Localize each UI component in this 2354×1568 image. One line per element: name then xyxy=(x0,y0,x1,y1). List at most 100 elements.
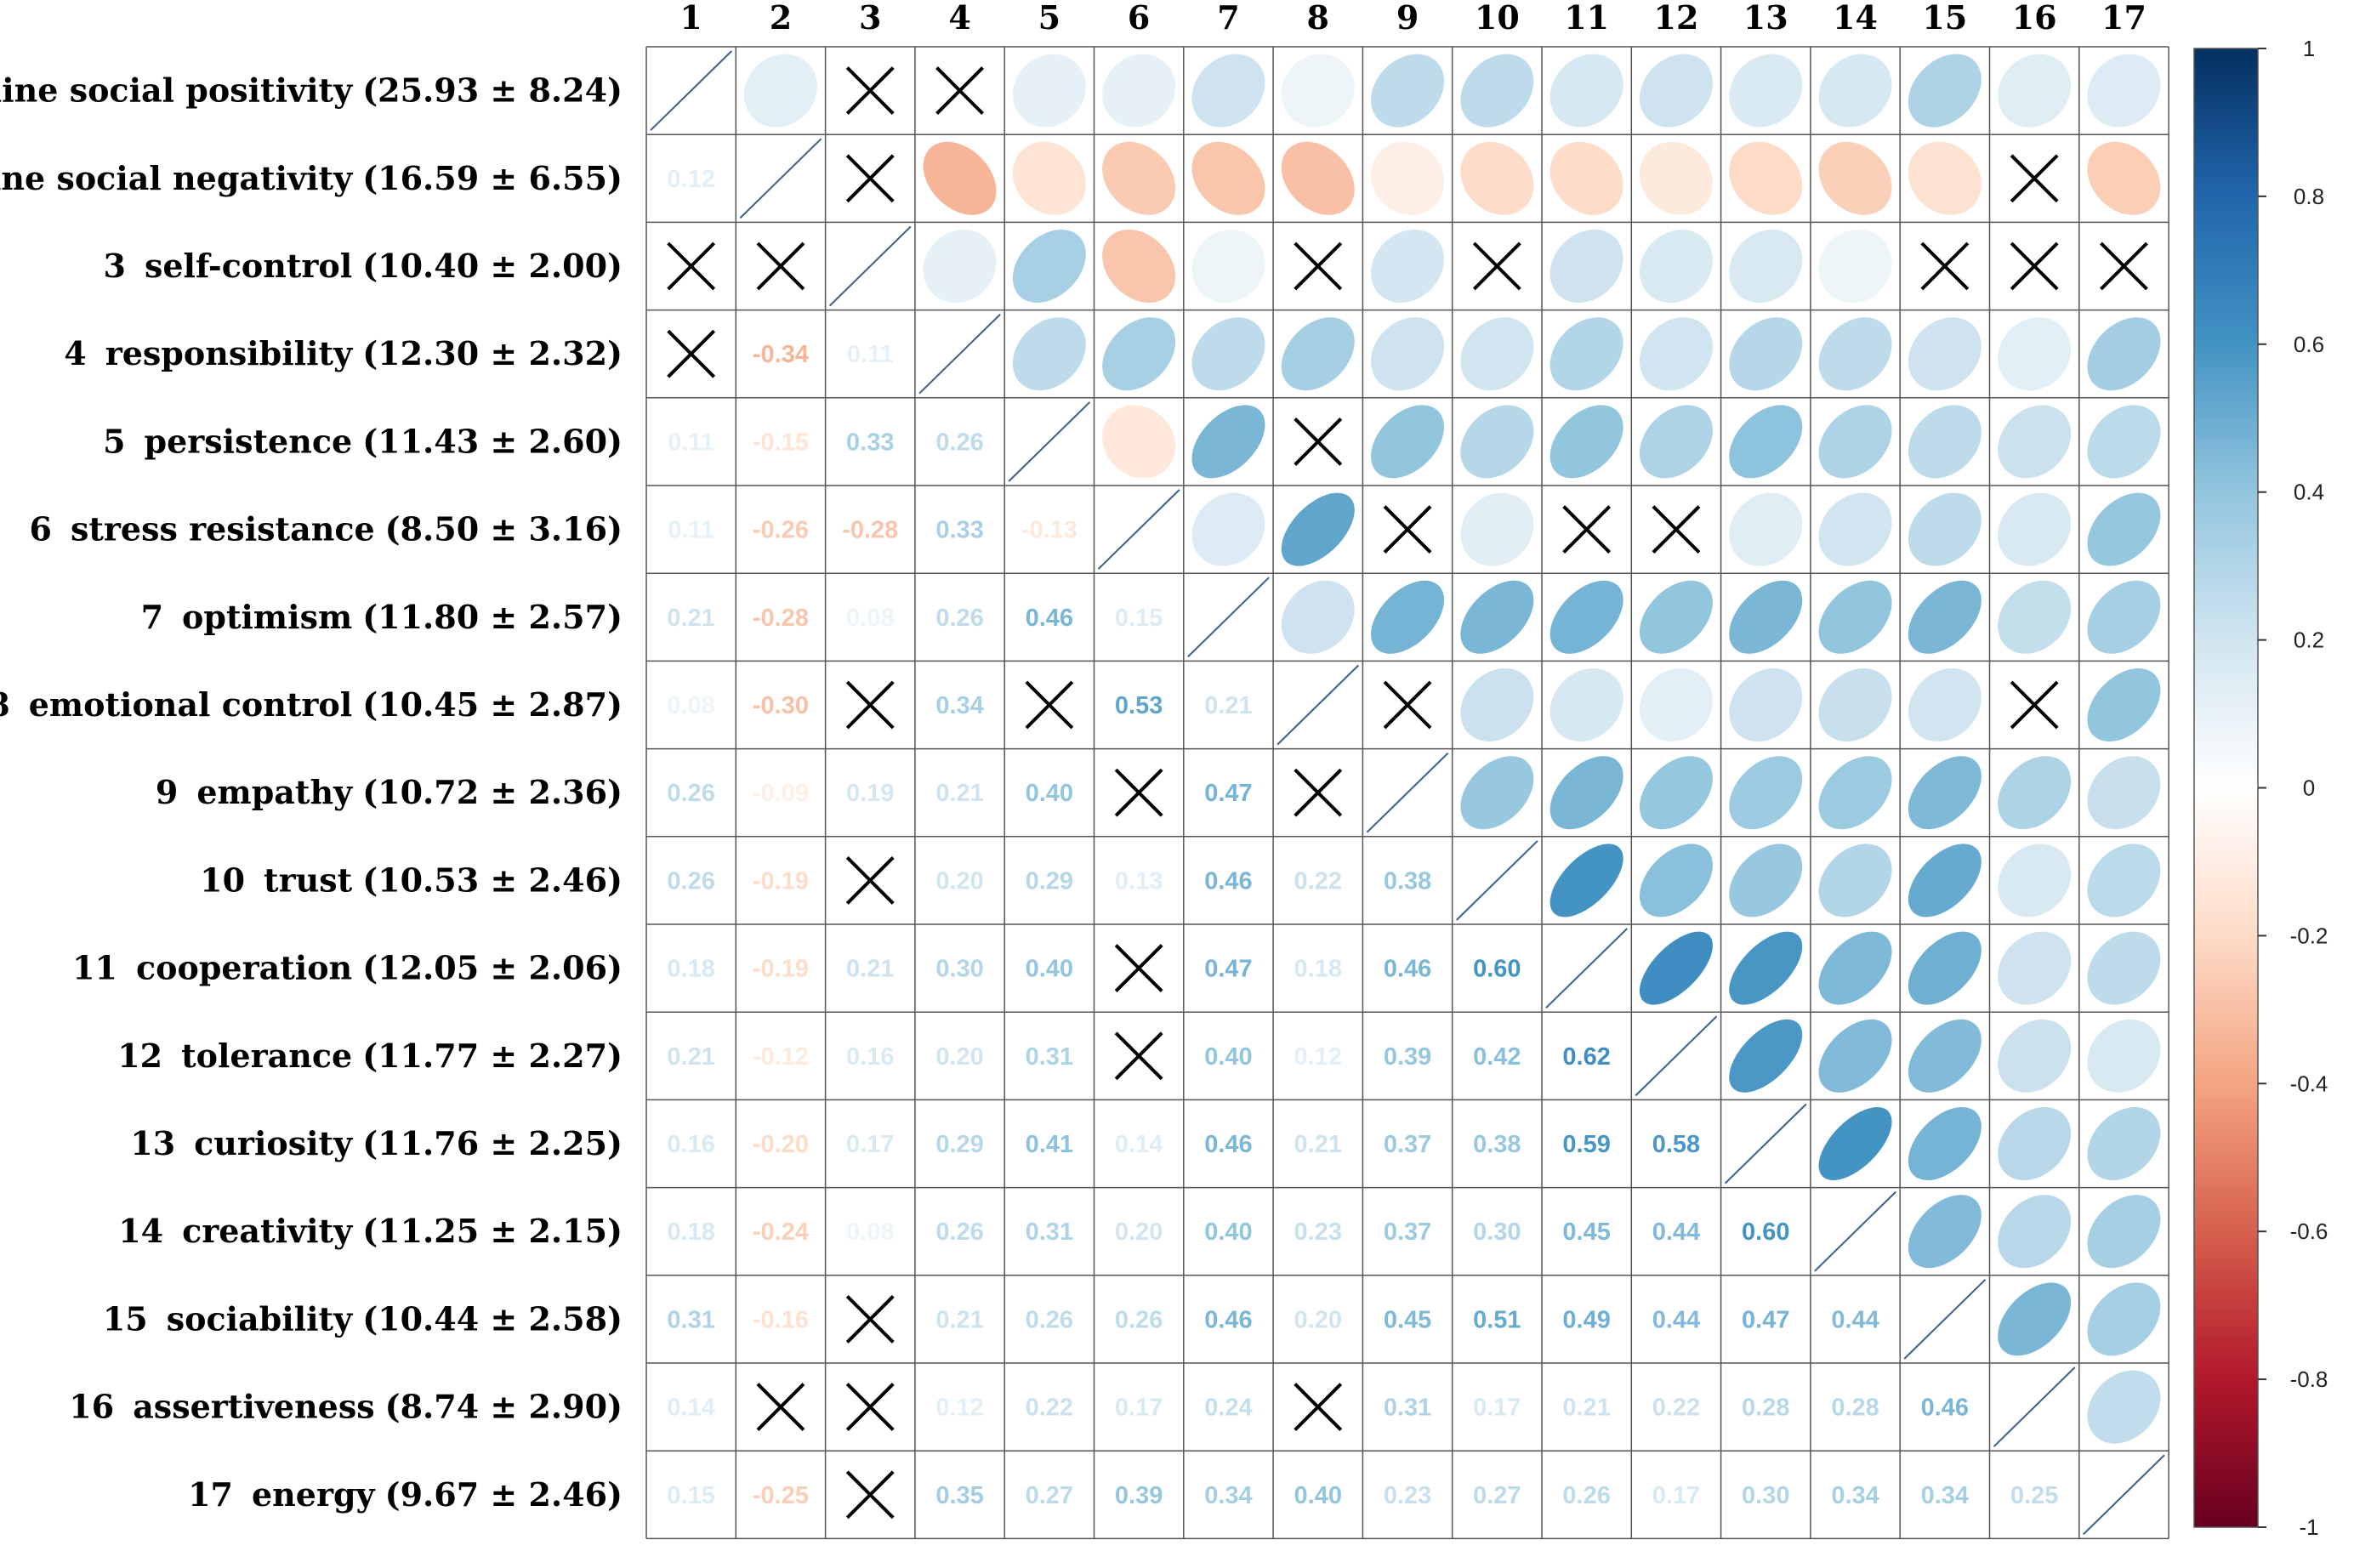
correlation-coefficient: 0.58 xyxy=(1652,1131,1700,1158)
correlation-coefficient: 0.46 xyxy=(1384,956,1431,983)
correlation-coefficient: 0.34 xyxy=(935,692,983,719)
correlation-coefficient: 0.21 xyxy=(935,1306,983,1333)
column-label: 8 xyxy=(1307,0,1329,37)
correlation-ellipse xyxy=(1281,54,1355,128)
correlation-ellipse xyxy=(1908,54,1982,128)
row-mean-sd: (10.44 ± 2.58) xyxy=(362,1299,623,1338)
correlation-coefficient: 0.24 xyxy=(1204,1395,1252,1422)
correlation-ellipse xyxy=(1729,756,1803,830)
colorbar-tick-label: -0.6 xyxy=(2290,1219,2328,1244)
correlation-ellipse xyxy=(1639,756,1713,830)
correlation-ellipse xyxy=(1639,931,1713,1005)
row-variable-name: assertiveness xyxy=(133,1388,374,1426)
correlation-coefficient: -0.34 xyxy=(753,341,809,368)
correlation-ellipse xyxy=(1371,54,1445,128)
correlation-ellipse xyxy=(1818,1019,1892,1093)
insignificant-x-mark xyxy=(2100,241,2148,291)
correlation-ellipse xyxy=(1818,141,1892,215)
diagonal-line xyxy=(739,138,822,219)
colorbar-tick-label: 0.6 xyxy=(2294,332,2324,357)
insignificant-x-mark xyxy=(845,1470,895,1520)
column-label: 1 xyxy=(679,0,702,37)
row-mean-sd: (11.77 ± 2.27) xyxy=(362,1037,623,1075)
insignificant-x-mark xyxy=(1294,768,1343,817)
correlation-coefficient: 0.20 xyxy=(1294,1306,1342,1333)
correlation-coefficient: 0.33 xyxy=(935,517,983,544)
correlation-coefficient: 0.11 xyxy=(847,341,894,368)
correlation-ellipse xyxy=(1460,492,1534,566)
correlation-coefficient: 0.20 xyxy=(935,1043,983,1071)
correlation-coefficient: 0.44 xyxy=(1831,1306,1879,1333)
row-number: 13 xyxy=(130,1124,175,1162)
correlation-coefficient: 0.42 xyxy=(1473,1043,1521,1071)
correlation-ellipse xyxy=(2087,141,2161,215)
row-number: 15 xyxy=(103,1299,148,1338)
insignificant-x-mark xyxy=(667,241,716,291)
correlation-coefficient: 0.31 xyxy=(1026,1043,1073,1071)
correlation-ellipse xyxy=(1012,229,1086,303)
row-number: 16 xyxy=(69,1388,114,1426)
row-variable-name: optimism xyxy=(182,598,352,636)
correlation-coefficient: 0.31 xyxy=(1384,1395,1431,1422)
insignificant-x-mark xyxy=(2010,680,2059,730)
correlation-coefficient: 0.21 xyxy=(667,1043,714,1071)
correlation-coefficient: 0.34 xyxy=(1831,1482,1879,1509)
correlation-coefficient: 0.21 xyxy=(667,605,714,632)
correlation-coefficient: 0.11 xyxy=(668,429,714,456)
correlation-ellipse xyxy=(1639,405,1713,479)
correlation-ellipse xyxy=(1729,844,1803,918)
correlation-ellipse xyxy=(1908,580,1982,654)
insignificant-x-mark xyxy=(1294,417,1343,466)
correlation-coefficient: 0.17 xyxy=(1473,1395,1521,1422)
diagonal-line xyxy=(828,225,912,307)
correlation-ellipse xyxy=(2087,844,2161,918)
correlation-ellipse xyxy=(1908,1019,1982,1093)
colorbar-tick-label: 0.4 xyxy=(2294,480,2324,505)
correlation-coefficient: 0.60 xyxy=(1473,956,1521,983)
correlation-coefficient: -0.28 xyxy=(842,517,898,544)
correlation-ellipse xyxy=(1281,141,1355,215)
correlation-coefficient: 0.26 xyxy=(667,867,714,895)
row-mean-sd: (11.76 ± 2.25) xyxy=(362,1124,623,1162)
correlation-ellipse xyxy=(1012,54,1086,128)
diagonal-line xyxy=(650,50,732,131)
row-label: 12 tolerance (11.77 ± 2.27) xyxy=(117,1037,623,1075)
correlation-ellipse xyxy=(1908,141,1982,215)
colorbar-tick-label: -0.2 xyxy=(2290,923,2328,948)
correlation-coefficient: 0.08 xyxy=(667,692,714,719)
correlation-coefficient: 0.16 xyxy=(846,1043,894,1071)
insignificant-x-mark xyxy=(845,1383,895,1432)
correlation-coefficient: 0.25 xyxy=(2010,1482,2058,1509)
row-mean-sd: (11.80 ± 2.57) xyxy=(362,598,623,636)
correlation-coefficient: 0.28 xyxy=(1742,1395,1789,1422)
correlation-ellipse xyxy=(1371,580,1445,654)
row-variable-name: tolerance xyxy=(181,1037,352,1075)
correlation-coefficient: 0.45 xyxy=(1562,1219,1610,1246)
correlation-coefficient: 0.11 xyxy=(668,517,714,544)
correlation-coefficient: 0.22 xyxy=(1294,867,1342,895)
correlation-ellipse xyxy=(2087,756,2161,830)
correlation-ellipse xyxy=(1549,580,1623,654)
insignificant-x-mark xyxy=(1562,505,1612,554)
correlation-ellipse xyxy=(2087,54,2161,128)
colorbar-tick-label: 1 xyxy=(2303,36,2315,61)
correlation-ellipse xyxy=(1460,317,1534,391)
correlation-coefficient: 0.26 xyxy=(935,1219,983,1246)
correlation-coefficient: -0.16 xyxy=(753,1306,809,1333)
row-variable-name: curiosity xyxy=(194,1124,353,1162)
correlation-coefficient: 0.26 xyxy=(935,605,983,632)
correlation-ellipse xyxy=(1549,756,1623,830)
column-label: 11 xyxy=(1564,0,1609,37)
row-label: 15 sociability (10.44 ± 2.58) xyxy=(103,1299,623,1338)
correlation-ellipse xyxy=(1818,756,1892,830)
correlation-coefficient: 0.16 xyxy=(667,1131,714,1158)
correlation-coefficient: -0.24 xyxy=(753,1219,809,1246)
correlation-coefficient: 0.46 xyxy=(1921,1395,1969,1422)
correlation-ellipse xyxy=(1818,230,1892,304)
correlation-ellipse xyxy=(1639,141,1713,215)
correlation-coefficient: 0.34 xyxy=(1921,1482,1969,1509)
correlation-ellipse xyxy=(1998,1195,2072,1269)
insignificant-x-mark xyxy=(1025,680,1074,730)
row-variable-name: self-control xyxy=(145,247,352,285)
correlation-ellipse xyxy=(1549,405,1623,479)
